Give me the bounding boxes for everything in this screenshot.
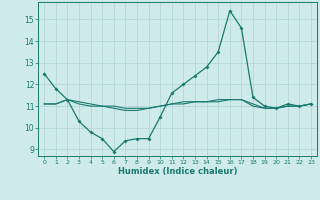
X-axis label: Humidex (Indice chaleur): Humidex (Indice chaleur) <box>118 167 237 176</box>
